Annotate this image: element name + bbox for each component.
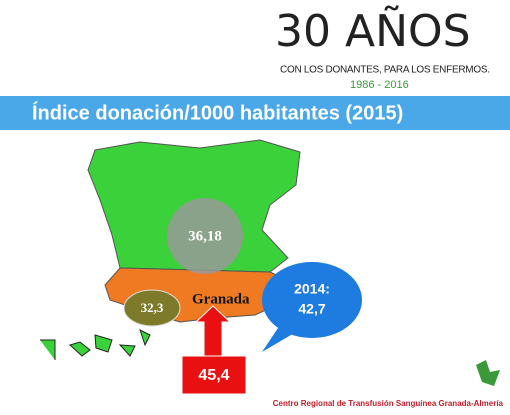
callout-value: 42,7 (298, 301, 325, 317)
logo-title: 30 AÑOS (275, 5, 471, 57)
logo-years: 1986 - 2016 (350, 79, 409, 91)
granada-box (181, 355, 247, 395)
callout-year: 2014: (294, 281, 330, 297)
logo-subtitle: CON LOS DONANTES, PARA LOS ENFERMOS. (280, 65, 490, 76)
header-title: Índice donación/1000 habitantes (2015) (32, 101, 403, 124)
footer-logo (476, 360, 500, 386)
granada-value: 45,4 (198, 367, 229, 384)
footer-text: Centro Regional de Transfusión Sanguínea… (273, 399, 504, 408)
canarias-map (40, 329, 151, 360)
spain-circle (167, 198, 243, 274)
spain-value: 36,18 (188, 228, 222, 244)
andalucia-ellipse (123, 289, 181, 327)
andalucia-value: 32,3 (141, 300, 164, 315)
city-label: Granada (192, 291, 250, 307)
header-bar (0, 96, 510, 130)
callout (262, 262, 362, 338)
arrow (194, 305, 232, 357)
